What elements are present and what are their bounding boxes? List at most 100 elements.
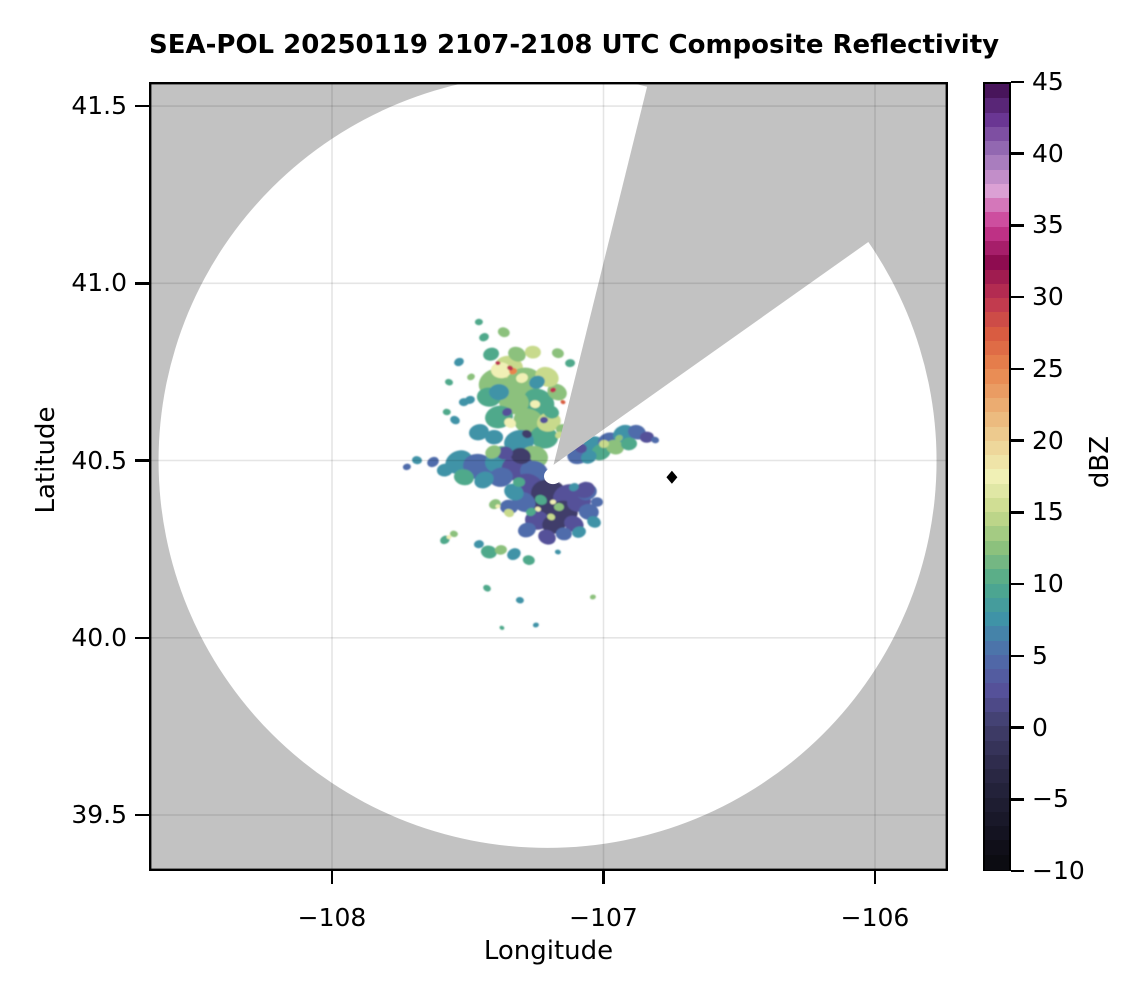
- colorbar-tick-label: −5: [1032, 784, 1069, 814]
- x-tick-label: −107: [569, 903, 638, 932]
- colorbar-band: [985, 797, 1009, 813]
- echo-blob: [524, 345, 541, 359]
- colorbar-tick-label: 5: [1032, 640, 1048, 670]
- colorbar-band: [985, 98, 1009, 114]
- colorbar-band: [985, 683, 1009, 699]
- colorbar-band: [985, 383, 1009, 399]
- echo-blob: [483, 347, 500, 361]
- echo-blob: [530, 400, 541, 409]
- x-tick-label: −108: [297, 903, 367, 932]
- echo-blob: [474, 318, 483, 326]
- echo-blob: [449, 530, 458, 538]
- echo-blob: [532, 622, 539, 628]
- echo-blob: [535, 494, 547, 505]
- echo-blob: [474, 471, 494, 489]
- echo-blob: [605, 439, 624, 455]
- colorbar-band: [985, 512, 1009, 528]
- colorbar-band: [985, 640, 1009, 656]
- colorbar-band: [985, 555, 1009, 571]
- colorbar-band: [985, 269, 1009, 285]
- echo-blob: [538, 529, 556, 545]
- colorbar-band: [985, 312, 1009, 328]
- colorbar-band: [985, 754, 1009, 770]
- echo-blob: [543, 405, 559, 419]
- colorbar-band: [985, 84, 1009, 100]
- x-tick-mark: [873, 871, 877, 884]
- echo-blob: [507, 365, 514, 371]
- echo-blob: [467, 373, 475, 381]
- y-tick-mark: [135, 636, 149, 640]
- reflectivity-echoes: [402, 318, 660, 630]
- colorbar-band: [985, 198, 1009, 214]
- echo-blob: [489, 384, 509, 401]
- echo-blob: [496, 446, 513, 460]
- echo-blob: [550, 387, 556, 393]
- colorbar-band: [985, 569, 1009, 585]
- echo-blob: [454, 357, 464, 367]
- colorbar-band: [985, 426, 1009, 442]
- echo-blob: [639, 431, 654, 443]
- colorbar-band: [985, 483, 1009, 499]
- colorbar-tick-mark: [1011, 798, 1024, 801]
- colorbar-band: [985, 726, 1009, 742]
- colorbar-band: [985, 469, 1009, 485]
- colorbar-tick-mark: [1011, 511, 1024, 514]
- colorbar-band: [985, 283, 1009, 299]
- echo-blob: [412, 456, 422, 465]
- colorbar-tick-label: 30: [1032, 282, 1064, 312]
- plot-area: [149, 0, 1146, 871]
- colorbar-band: [985, 497, 1009, 513]
- colorbar-band: [985, 455, 1009, 471]
- radar-site-marker-diamond: [666, 470, 678, 484]
- colorbar-tick-mark: [1011, 367, 1024, 371]
- echo-blob: [560, 400, 566, 405]
- colorbar-tick-label: 40: [1032, 138, 1064, 168]
- y-tick-label: 39.5: [71, 799, 127, 829]
- colorbar-band: [985, 112, 1009, 128]
- echo-blob: [535, 506, 541, 512]
- colorbar: [983, 82, 1011, 871]
- colorbar-tick-mark: [1011, 80, 1024, 84]
- x-tick-label: −106: [840, 903, 910, 932]
- x-axis-label: Longitude: [483, 936, 614, 966]
- colorbar-band: [985, 626, 1009, 642]
- echo-blob: [508, 346, 526, 362]
- colorbar-tick-label: 15: [1032, 497, 1064, 527]
- y-tick-mark: [135, 459, 149, 462]
- radar-site-clear-gap: [543, 468, 562, 485]
- radar-ppi-canvas: [149, 0, 1146, 871]
- echo-blob: [591, 497, 603, 507]
- x-tick-mark: [330, 871, 334, 884]
- echo-blob: [530, 425, 558, 449]
- echo-blob: [578, 503, 599, 520]
- y-tick-mark: [135, 813, 149, 817]
- echo-blob: [502, 407, 512, 417]
- colorbar-band: [985, 540, 1009, 556]
- echo-blob: [575, 481, 595, 499]
- echo-blob: [581, 450, 597, 464]
- echo-blob: [518, 522, 536, 538]
- echo-blob: [446, 535, 452, 540]
- plot-spine: [149, 82, 948, 871]
- echo-blob: [547, 513, 556, 521]
- chart-title: SEA-POL 20250119 2107-2108 UTC Composite…: [149, 30, 1000, 60]
- colorbar-tick-label: 25: [1032, 353, 1064, 383]
- echo-blob: [521, 429, 532, 439]
- y-tick-label: 41.0: [71, 268, 127, 298]
- echo-blob: [485, 445, 501, 459]
- echo-blob: [589, 594, 596, 600]
- y-tick-label: 40.0: [71, 622, 127, 652]
- echo-blob: [488, 467, 513, 487]
- echo-blob: [490, 362, 511, 379]
- echo-blob: [555, 527, 572, 541]
- colorbar-band: [985, 155, 1009, 171]
- echo-blob: [554, 502, 564, 512]
- echo-blob: [450, 415, 460, 425]
- echo-blob: [540, 416, 548, 424]
- colorbar-band: [985, 183, 1009, 199]
- colorbar-band: [985, 326, 1009, 342]
- colorbar-band: [985, 212, 1009, 228]
- colorbar-band: [985, 226, 1009, 242]
- colorbar-band: [985, 412, 1009, 428]
- echo-blob: [469, 424, 489, 441]
